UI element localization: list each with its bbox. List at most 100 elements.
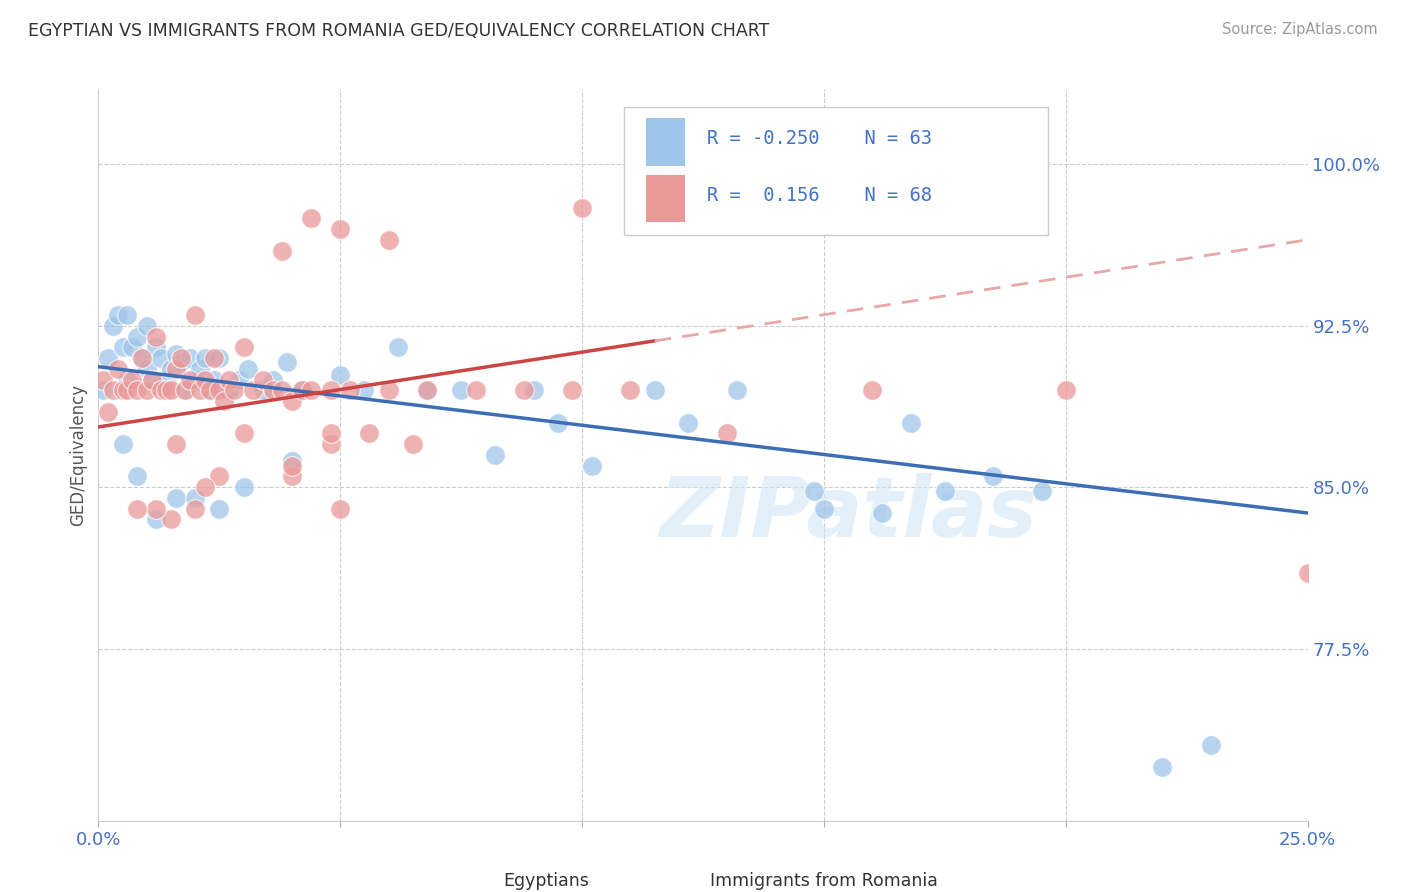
Point bbox=[232, 480, 254, 494]
Point bbox=[281, 469, 304, 483]
Point bbox=[121, 340, 143, 354]
Point bbox=[232, 426, 254, 441]
Point bbox=[387, 340, 409, 354]
Point bbox=[135, 384, 157, 398]
Point bbox=[160, 362, 183, 376]
Point bbox=[101, 384, 124, 398]
Point bbox=[174, 384, 197, 398]
Point bbox=[547, 416, 569, 430]
Point bbox=[101, 318, 124, 333]
Point bbox=[141, 373, 163, 387]
Point bbox=[111, 437, 134, 451]
Point bbox=[252, 373, 274, 387]
Text: R = -0.250    N = 63: R = -0.250 N = 63 bbox=[707, 128, 932, 148]
FancyBboxPatch shape bbox=[624, 108, 1047, 235]
Point bbox=[127, 329, 149, 343]
Point bbox=[281, 454, 304, 468]
Point bbox=[160, 512, 183, 526]
Point bbox=[870, 506, 893, 520]
Point bbox=[208, 351, 231, 365]
Point bbox=[716, 426, 738, 441]
Point bbox=[208, 501, 231, 516]
Point bbox=[111, 340, 134, 354]
Point bbox=[165, 437, 187, 451]
Point bbox=[523, 384, 546, 398]
Point bbox=[91, 384, 114, 398]
Point bbox=[131, 351, 153, 365]
Point bbox=[359, 426, 381, 441]
FancyBboxPatch shape bbox=[647, 175, 685, 222]
Point bbox=[127, 501, 149, 516]
Point bbox=[329, 368, 352, 383]
Point bbox=[290, 384, 312, 398]
Point bbox=[198, 384, 221, 398]
Point bbox=[179, 373, 201, 387]
Point bbox=[353, 384, 375, 398]
Point bbox=[218, 373, 240, 387]
Point bbox=[416, 384, 439, 398]
Text: Egyptians: Egyptians bbox=[503, 871, 589, 890]
Point bbox=[91, 373, 114, 387]
Point bbox=[860, 384, 883, 398]
Point bbox=[222, 384, 245, 398]
Point bbox=[127, 469, 149, 483]
Point bbox=[117, 373, 139, 387]
Point bbox=[212, 394, 235, 409]
Point bbox=[184, 308, 207, 322]
Point bbox=[194, 480, 217, 494]
Point bbox=[1054, 384, 1077, 398]
Point bbox=[329, 501, 352, 516]
Point bbox=[339, 384, 361, 398]
Point bbox=[271, 384, 294, 398]
Point bbox=[169, 351, 191, 365]
Point bbox=[150, 384, 173, 398]
Point bbox=[135, 318, 157, 333]
Point bbox=[271, 244, 294, 258]
Point bbox=[561, 384, 583, 398]
Point bbox=[571, 201, 593, 215]
Point bbox=[184, 501, 207, 516]
Point bbox=[290, 384, 312, 398]
Point bbox=[1199, 739, 1222, 753]
Point bbox=[464, 384, 486, 398]
Point bbox=[165, 491, 187, 505]
Text: EGYPTIAN VS IMMIGRANTS FROM ROMANIA GED/EQUIVALENCY CORRELATION CHART: EGYPTIAN VS IMMIGRANTS FROM ROMANIA GED/… bbox=[28, 22, 769, 40]
Point bbox=[204, 373, 226, 387]
Point bbox=[813, 501, 835, 516]
Point bbox=[329, 222, 352, 236]
Point bbox=[281, 394, 304, 409]
Point bbox=[107, 362, 129, 376]
Point bbox=[238, 362, 260, 376]
Point bbox=[97, 405, 120, 419]
Text: R =  0.156    N = 68: R = 0.156 N = 68 bbox=[707, 186, 932, 205]
Point bbox=[319, 384, 342, 398]
Point bbox=[174, 384, 197, 398]
Point bbox=[644, 384, 666, 398]
Point bbox=[150, 351, 173, 365]
Text: Source: ZipAtlas.com: Source: ZipAtlas.com bbox=[1222, 22, 1378, 37]
Point bbox=[276, 355, 298, 369]
Point bbox=[141, 373, 163, 387]
Point bbox=[208, 384, 231, 398]
Point bbox=[131, 351, 153, 365]
Point bbox=[262, 373, 284, 387]
Point bbox=[1296, 566, 1319, 581]
Point bbox=[803, 484, 825, 499]
Point bbox=[450, 384, 472, 398]
Point bbox=[135, 362, 157, 376]
Point bbox=[204, 351, 226, 365]
Text: ZIPatlas: ZIPatlas bbox=[659, 473, 1038, 554]
Point bbox=[377, 384, 399, 398]
Point bbox=[169, 355, 191, 369]
Point bbox=[198, 384, 221, 398]
Point bbox=[117, 308, 139, 322]
Point bbox=[934, 484, 956, 499]
Point bbox=[160, 384, 183, 398]
Point bbox=[127, 384, 149, 398]
Point bbox=[1031, 484, 1053, 499]
Point bbox=[228, 373, 250, 387]
Point bbox=[299, 384, 322, 398]
Point bbox=[262, 384, 284, 398]
FancyBboxPatch shape bbox=[467, 847, 506, 880]
Point bbox=[1152, 760, 1174, 774]
